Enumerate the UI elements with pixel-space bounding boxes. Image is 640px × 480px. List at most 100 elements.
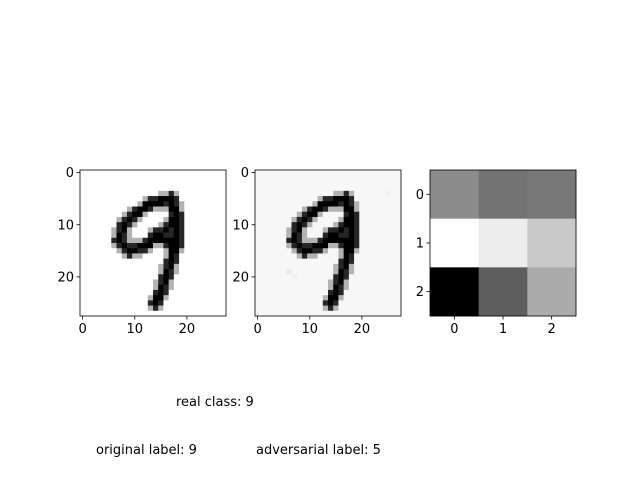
adversarial-digit-cell	[296, 284, 303, 291]
adversarial-digit-cell	[312, 170, 318, 176]
adversarial-digit-cell	[395, 253, 402, 260]
adversarial-digit-cell	[307, 274, 313, 280]
adversarial-digit-cell	[307, 206, 313, 213]
original-digit-cell	[210, 190, 216, 197]
original-digit-cell	[189, 201, 196, 207]
adversarial-digit-cell	[281, 284, 287, 291]
adversarial-digit-cell	[317, 274, 324, 280]
adversarial-digit-cell	[374, 180, 381, 187]
original-digit-cell	[126, 201, 133, 207]
adversarial-digit-cell	[354, 211, 360, 218]
original-digit-cell	[158, 300, 164, 306]
adversarial-digit-cell	[354, 206, 360, 213]
original-digit-cell	[199, 279, 206, 286]
original-digit-cell	[95, 232, 102, 239]
original-digit-y-tick-label: 10	[57, 218, 74, 233]
adversarial-digit-x-tick-label: 0	[253, 322, 261, 337]
original-digit-cell	[137, 237, 143, 244]
original-digit-cell	[199, 211, 206, 218]
original-digit-cell	[194, 232, 201, 239]
adversarial-digit-cell	[286, 180, 292, 187]
original-digit-cell	[194, 237, 201, 244]
adversarial-digit-cell	[255, 222, 261, 228]
original-digit-cell	[173, 274, 180, 280]
original-digit-cell	[100, 185, 107, 192]
original-digit-cell	[194, 216, 201, 223]
adversarial-digit-cell	[333, 237, 339, 244]
original-digit-cell	[116, 279, 123, 286]
adversarial-digit-cell	[296, 253, 303, 260]
adversarial-digit-cell	[312, 269, 318, 275]
original-digit-cell	[80, 227, 86, 233]
original-digit-cell	[142, 300, 149, 306]
adversarial-digit-cell	[286, 222, 292, 228]
adversarial-digit-cell	[333, 232, 339, 239]
original-digit-cell	[163, 196, 170, 202]
adversarial-digit-cell	[354, 190, 360, 197]
original-digit-cell	[184, 211, 190, 218]
original-digit-cell	[111, 227, 117, 233]
original-digit-cell	[95, 263, 102, 270]
adversarial-digit-cell	[364, 258, 371, 265]
original-digit-cell	[147, 305, 154, 312]
adversarial-digit-cell	[333, 289, 339, 296]
adversarial-digit-cell	[296, 185, 303, 192]
adversarial-digit-cell	[328, 295, 334, 301]
adversarial-digit-cell	[364, 232, 371, 239]
adversarial-digit-cell	[265, 274, 272, 280]
adversarial-digit-cell	[369, 180, 376, 187]
original-digit-cell	[194, 190, 201, 197]
adversarial-digit-cell	[265, 237, 272, 244]
adversarial-digit-cell	[380, 310, 386, 317]
adversarial-digit-cell	[275, 180, 282, 187]
adversarial-digit-cell	[260, 289, 266, 296]
original-digit-cell	[215, 269, 222, 275]
adversarial-digit-cell	[343, 263, 350, 270]
original-digit-cell	[142, 253, 149, 260]
adversarial-digit-cell	[317, 201, 324, 207]
original-digit-cell	[210, 305, 216, 312]
adversarial-digit-cell	[395, 243, 402, 249]
adversarial-digit-cell	[301, 258, 308, 265]
adversarial-digit-cell	[312, 206, 318, 213]
original-digit-cell	[121, 232, 128, 239]
original-digit-cell	[158, 253, 164, 260]
original-digit-cell	[189, 206, 196, 213]
adversarial-digit-cell	[374, 175, 381, 181]
adversarial-digit-cell	[301, 190, 308, 197]
adversarial-digit-cell	[343, 196, 350, 202]
adversarial-digit-cell	[385, 253, 391, 260]
original-digit-cell	[106, 289, 112, 296]
original-digit-cells	[80, 170, 227, 317]
adversarial-digit-cell	[354, 263, 360, 270]
original-digit-cell	[106, 279, 112, 286]
adversarial-digit-cell	[260, 305, 266, 312]
original-digit-cell	[126, 253, 133, 260]
original-digit-cell	[215, 170, 222, 176]
original-digit-cell	[189, 274, 196, 280]
original-digit-cell	[147, 232, 154, 239]
original-digit-cell	[173, 216, 180, 223]
original-digit-cell	[147, 211, 154, 218]
adversarial-digit-cell	[385, 237, 391, 244]
original-digit-cell	[147, 274, 154, 280]
adversarial-digit-cell	[338, 300, 345, 306]
adversarial-digit-cell	[265, 289, 272, 296]
original-digit-cell	[158, 295, 164, 301]
original-digit-cell	[194, 243, 201, 249]
original-digit-cell	[111, 232, 117, 239]
original-digit-cell	[153, 258, 159, 265]
original-digit-cell	[220, 279, 227, 286]
original-digit-cell	[173, 305, 180, 312]
adversarial-digit-cell	[275, 269, 282, 275]
adversarial-digit-cell	[328, 243, 334, 249]
original-digit-cell	[116, 175, 123, 181]
adversarial-digit-cell	[390, 216, 397, 223]
adversarial-digit-cell	[260, 300, 266, 306]
adversarial-digit-cell	[265, 300, 272, 306]
original-digit-cell	[199, 269, 206, 275]
adversarial-digit-cell	[380, 284, 386, 291]
kernel-cell	[430, 218, 480, 268]
adversarial-digit-cell	[275, 185, 282, 192]
